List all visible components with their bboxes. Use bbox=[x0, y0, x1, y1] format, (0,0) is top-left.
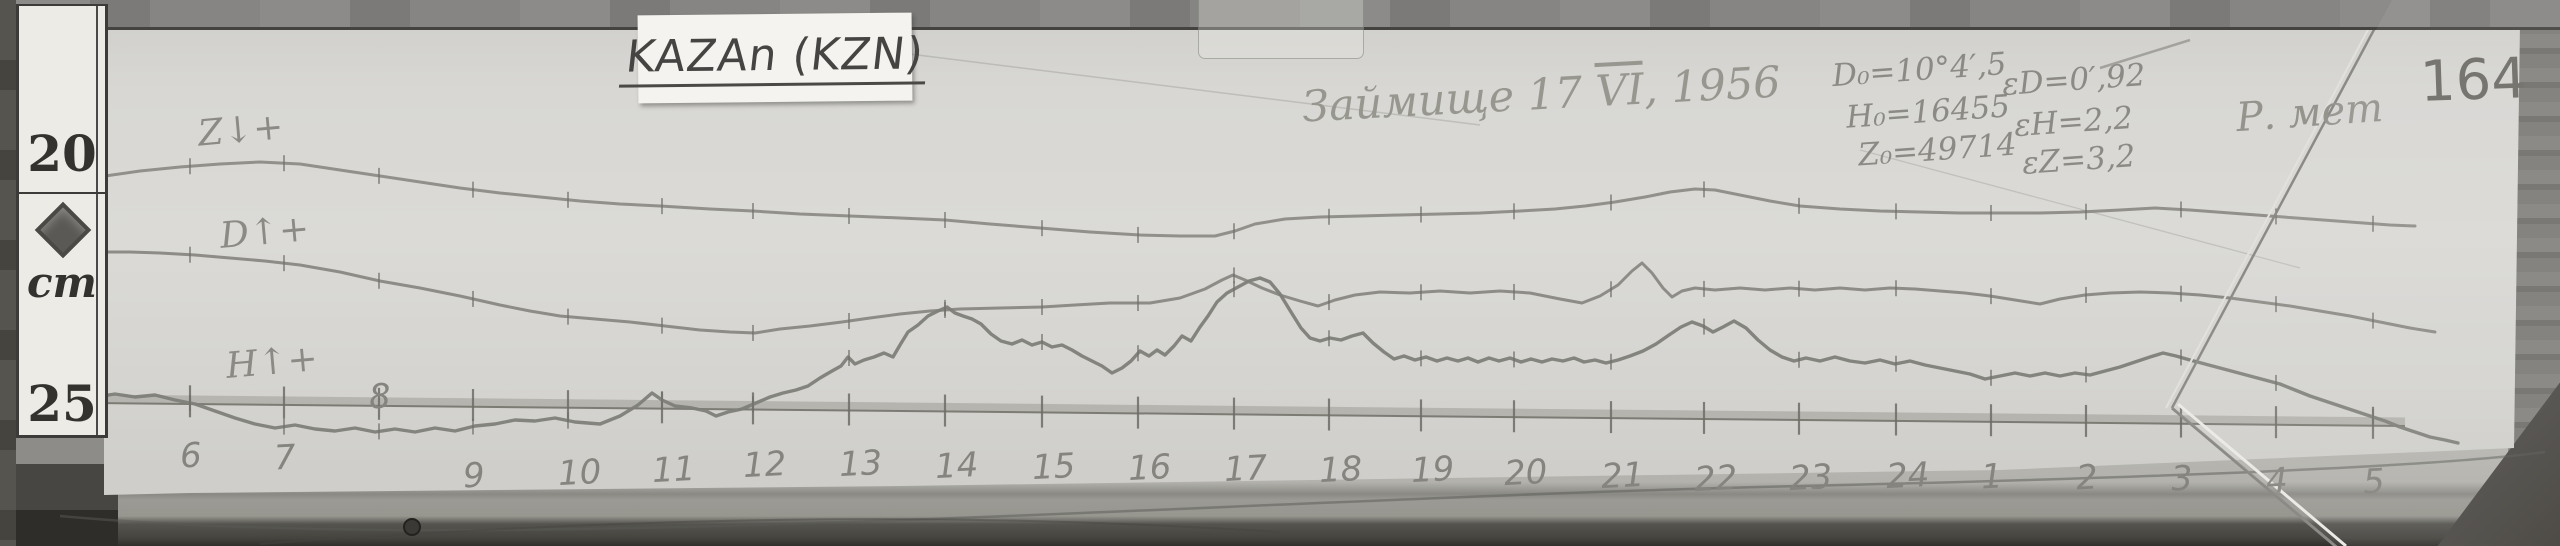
date-year: , 1956 bbox=[1642, 57, 1782, 115]
hour-label-23: 23 bbox=[1787, 456, 1834, 499]
trace-label-z: Z↓+ bbox=[196, 106, 285, 155]
glass-edge bbox=[2171, 406, 2338, 546]
station-card: KAZAn (KZN) bbox=[619, 12, 931, 104]
hour-label-22: 22 bbox=[1692, 457, 1739, 501]
hour-label-16: 16 bbox=[1126, 446, 1173, 489]
wire-line bbox=[259, 518, 1281, 545]
hour-label-12: 12 bbox=[741, 444, 788, 487]
ruler-divider bbox=[19, 192, 105, 194]
station-card-title: KAZAn (KZN) bbox=[619, 28, 931, 88]
hour-label-15: 15 bbox=[1030, 445, 1077, 488]
scratch-line bbox=[1859, 149, 2301, 269]
hour-label-8: 8 bbox=[367, 376, 392, 418]
ruler-diamond-ornament bbox=[34, 201, 92, 259]
glass-edge-highlight bbox=[2177, 402, 2347, 546]
ruler-mark-20: 20 bbox=[27, 124, 97, 183]
hour-label-3: 3 bbox=[2169, 458, 2194, 500]
hour-label-14: 14 bbox=[933, 444, 980, 487]
hour-label-21: 21 bbox=[1599, 455, 1646, 498]
hour-label-24: 24 bbox=[1884, 455, 1931, 498]
ruler-scale: 20 cm 25 bbox=[16, 4, 108, 438]
photo-left-edge bbox=[0, 0, 16, 546]
hour-label-10: 10 bbox=[556, 452, 603, 495]
ruler-border-line bbox=[96, 6, 98, 435]
hour-label-20: 20 bbox=[1502, 452, 1549, 495]
bolt-head bbox=[403, 518, 421, 536]
hour-label-2: 2 bbox=[2074, 457, 2099, 499]
trace-label-d: D↑+ bbox=[218, 208, 311, 257]
hour-label-6: 6 bbox=[178, 435, 203, 477]
hour-label-17: 17 bbox=[1222, 447, 1269, 490]
ruler-mark-25: 25 bbox=[27, 374, 97, 433]
shelf-left-block bbox=[0, 430, 118, 546]
glass-edge-highlight bbox=[2165, 0, 2385, 409]
hour-label-13: 13 bbox=[837, 443, 884, 486]
pencil-stray-mark bbox=[2099, 38, 2191, 70]
date-month-roman: VI bbox=[1594, 64, 1646, 118]
sheet-number: 164 bbox=[2418, 46, 2528, 115]
trace-label-h: H↑+ bbox=[224, 338, 320, 387]
hour-label-11: 11 bbox=[650, 449, 697, 492]
hour-label-18: 18 bbox=[1317, 448, 1364, 491]
wire-line bbox=[59, 450, 2546, 532]
hour-label-9: 9 bbox=[461, 455, 486, 497]
ruler-unit-label: cm bbox=[26, 258, 97, 307]
hour-label-4: 4 bbox=[2264, 460, 2289, 502]
glass-clip-tab bbox=[1198, 0, 1364, 59]
glass-edge bbox=[2170, 0, 2392, 409]
hour-label-1: 1 bbox=[1979, 456, 2004, 498]
hour-label-19: 19 bbox=[1409, 449, 1456, 492]
shelf-top-edge bbox=[0, 0, 2560, 30]
hour-label-7: 7 bbox=[272, 437, 297, 479]
hour-label-5: 5 bbox=[2361, 461, 2386, 503]
